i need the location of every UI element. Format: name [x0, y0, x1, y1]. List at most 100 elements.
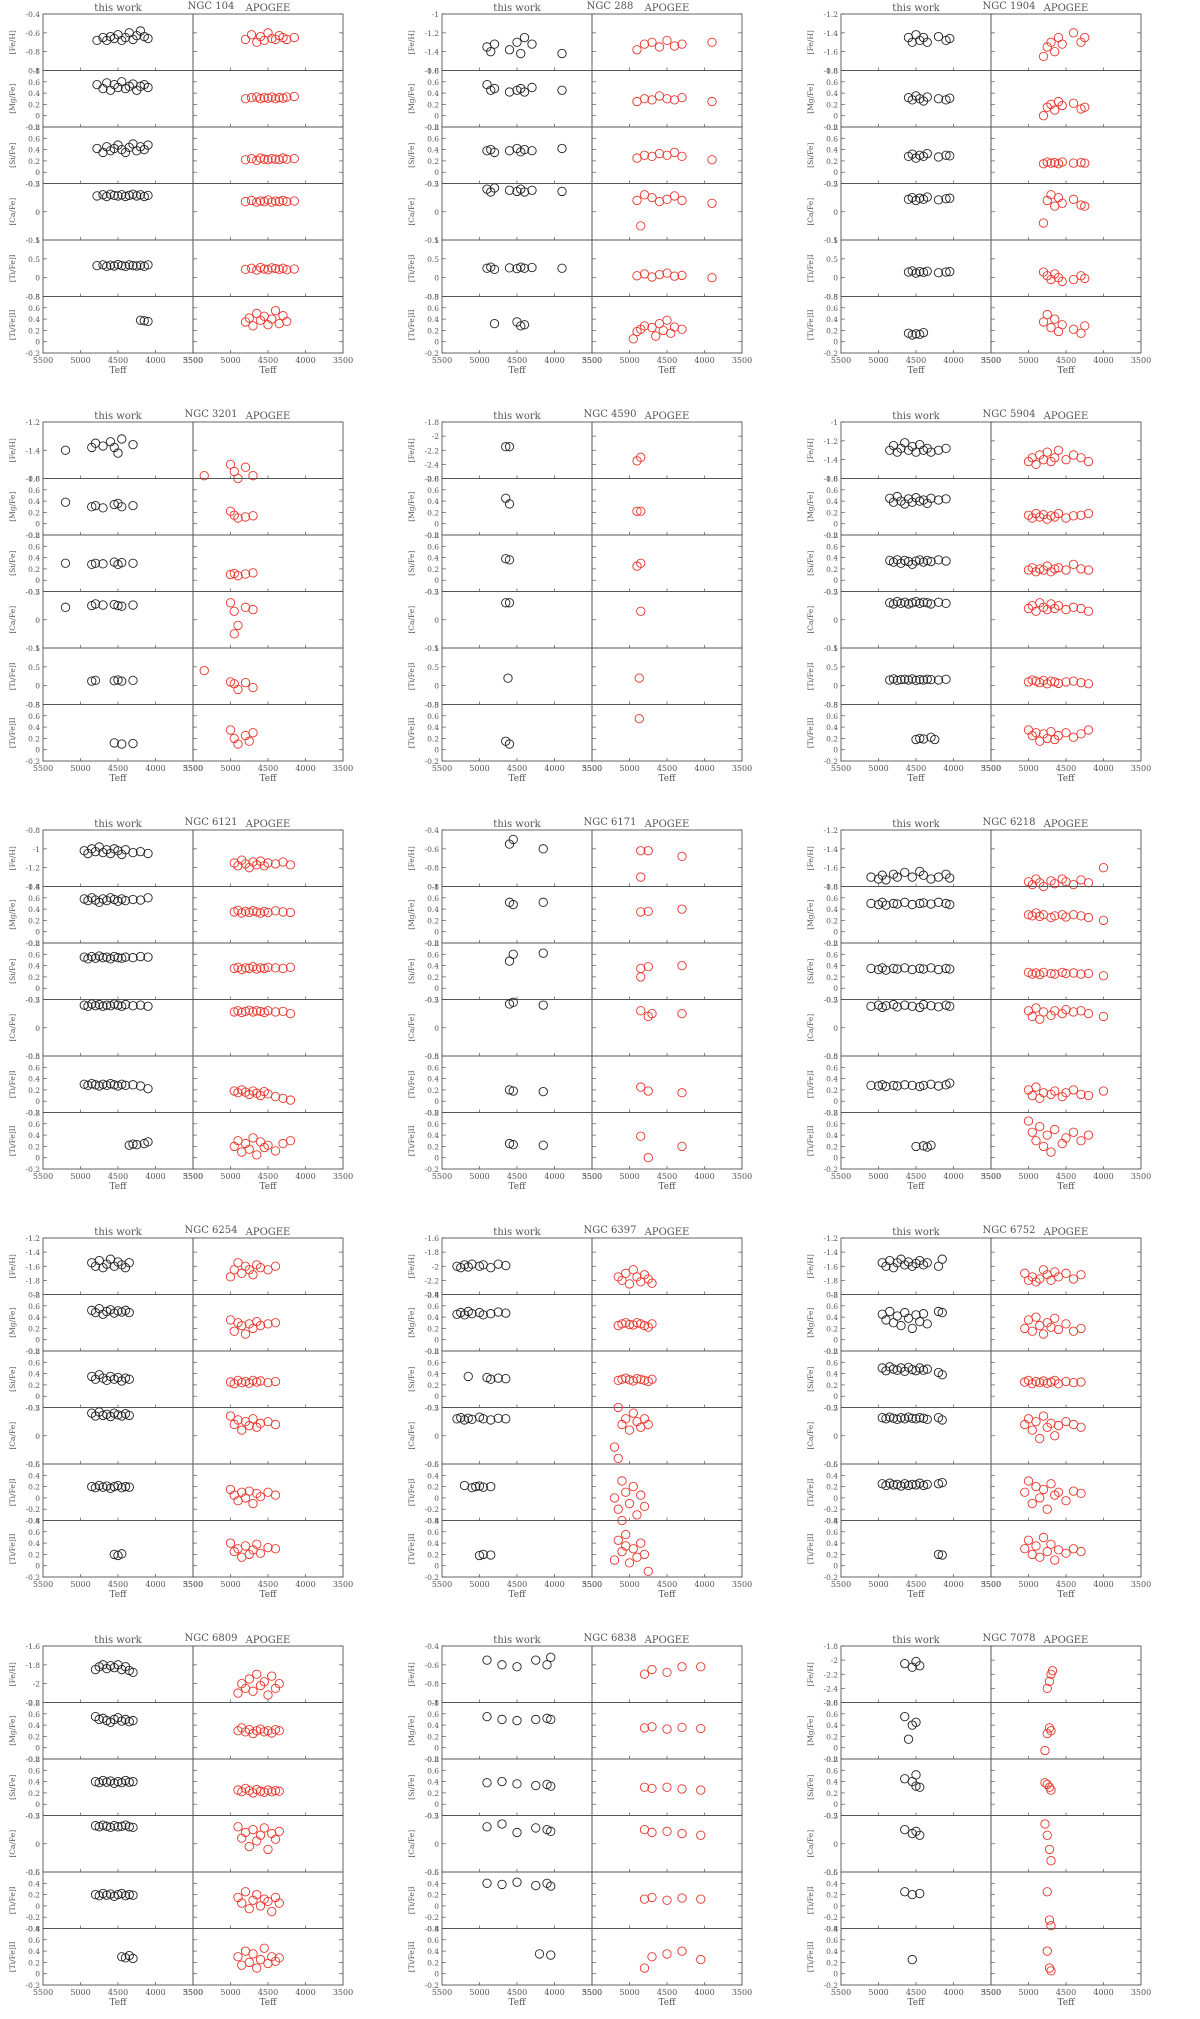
- this-work-point: [907, 964, 917, 975]
- x-tick-label: 5500: [981, 356, 1001, 365]
- panel-frame: [441, 1758, 593, 1816]
- x-tick-label: 4500: [258, 764, 278, 773]
- y-tick-label: -1: [432, 883, 439, 892]
- panel-frame: [441, 421, 593, 479]
- apogee-point: [696, 1894, 706, 1904]
- panel-frame: [441, 942, 593, 1000]
- this-work-point: [92, 79, 102, 90]
- y-tick-label: -0.2: [26, 349, 41, 358]
- y-tick-label: 0: [833, 168, 838, 177]
- y-axis-label: [Mg/Fe]: [806, 900, 815, 930]
- x-tick-label: 5000: [619, 1988, 639, 1997]
- apogee-point: [1061, 728, 1071, 738]
- y-tick-label: 0.2: [28, 565, 40, 574]
- this-work-point: [546, 1652, 556, 1662]
- x-axis-label: Teff: [109, 1182, 127, 1192]
- this-work-point: [135, 315, 146, 325]
- apogee-point: [1042, 1887, 1052, 1897]
- this-work-point: [519, 144, 530, 155]
- y-tick-label: 0.6: [28, 1528, 40, 1537]
- y-tick-label: -0.8: [425, 864, 440, 873]
- x-tick-label: 3500: [582, 1172, 602, 1181]
- apogee-point: [1076, 1422, 1086, 1432]
- cluster-figure: this work NGC 6218 APOGEE-1.2-1.4-1.6-1.8[…: [806, 817, 1151, 1192]
- x-tick-label: 4500: [507, 356, 527, 365]
- apogee-point: [1031, 459, 1041, 470]
- apogee-point: [628, 334, 638, 344]
- y-tick-label: -1.6: [824, 1262, 839, 1271]
- this-work-point: [98, 1079, 108, 1089]
- apogee-point: [1050, 453, 1060, 463]
- panel-frame: [192, 1815, 344, 1873]
- apogee-point: [263, 1006, 273, 1016]
- apogee-point: [669, 147, 680, 158]
- y-tick-label: -1.2: [26, 864, 41, 873]
- x-tick-label: 4500: [507, 1988, 527, 1997]
- apogee-point: [263, 1377, 273, 1388]
- panel-frame: [42, 1112, 194, 1170]
- y-axis-label: [Ti/Fe]I: [806, 662, 815, 690]
- x-tick-label: 5000: [619, 764, 639, 773]
- this-work-point: [519, 263, 530, 273]
- this-work-point: [117, 601, 127, 611]
- apogee-point: [677, 1662, 687, 1672]
- y-tick-label: 0: [35, 928, 40, 937]
- this-work-point: [941, 267, 951, 277]
- apogee-point: [632, 45, 642, 55]
- y-tick-label: -0.2: [26, 996, 41, 1005]
- this-work-point: [117, 502, 127, 512]
- y-tick-label: 0.2: [427, 1142, 439, 1151]
- apogee-point: [1057, 100, 1067, 111]
- this-work-point: [504, 598, 515, 608]
- this-work-point: [945, 873, 955, 883]
- panel-frame: [990, 1702, 1142, 1760]
- x-tick-label: 5500: [981, 1988, 1001, 1997]
- this-work-point: [508, 997, 518, 1007]
- panel-frame: [990, 70, 1142, 128]
- apogee-point: [237, 1268, 247, 1278]
- y-tick-label: -0.2: [824, 531, 839, 540]
- this-work-point: [135, 847, 146, 857]
- apogee-point: [263, 1140, 273, 1150]
- this-work-point: [92, 191, 102, 201]
- y-tick-label: -1.2: [26, 418, 41, 427]
- this-work-point: [945, 1078, 955, 1088]
- apogee-point: [634, 713, 644, 724]
- y-tick-label: 0: [434, 1154, 439, 1163]
- this-work-header: this work: [493, 1227, 541, 1238]
- x-tick-label: 4000: [145, 1172, 165, 1181]
- y-tick-label: 0.2: [427, 734, 439, 743]
- apogee-point: [263, 962, 273, 972]
- x-tick-label: 5000: [1018, 1172, 1038, 1181]
- this-work-point: [911, 556, 921, 566]
- y-tick-label: 0: [434, 274, 439, 283]
- apogee-point: [240, 462, 251, 472]
- y-tick-label: 0.2: [427, 1789, 439, 1798]
- y-tick-label: 0: [434, 746, 439, 755]
- x-axis-label: Teff: [907, 1998, 925, 2008]
- x-tick-label: 5000: [220, 356, 240, 365]
- y-axis-label: [Ti/Fe]I: [8, 1070, 17, 1098]
- y-tick-label: 0.4: [826, 1131, 838, 1140]
- apogee-point: [267, 1787, 277, 1797]
- this-work-point: [124, 1482, 134, 1492]
- y-tick-label: 0.2: [427, 1324, 439, 1333]
- x-tick-label: 5000: [868, 764, 888, 773]
- apogee-point: [1083, 912, 1094, 923]
- y-tick-label: 0.2: [28, 1789, 40, 1798]
- this-work-point: [896, 1320, 906, 1331]
- this-work-point: [531, 1655, 541, 1665]
- x-axis-label: Teff: [1057, 1182, 1075, 1192]
- apogee-point: [1031, 1376, 1041, 1387]
- apogee-point: [1068, 158, 1079, 168]
- this-work-point: [933, 1261, 944, 1271]
- apogee-header: APOGEE: [245, 3, 291, 14]
- apogee-point: [1068, 28, 1079, 38]
- x-tick-label: 5000: [220, 1580, 240, 1589]
- this-work-point: [922, 555, 932, 566]
- apogee-point: [1098, 1011, 1109, 1022]
- y-tick-label: 0: [35, 984, 40, 993]
- this-work-point: [907, 872, 917, 882]
- this-work-point: [945, 93, 955, 103]
- x-tick-label: 4500: [258, 1988, 278, 1997]
